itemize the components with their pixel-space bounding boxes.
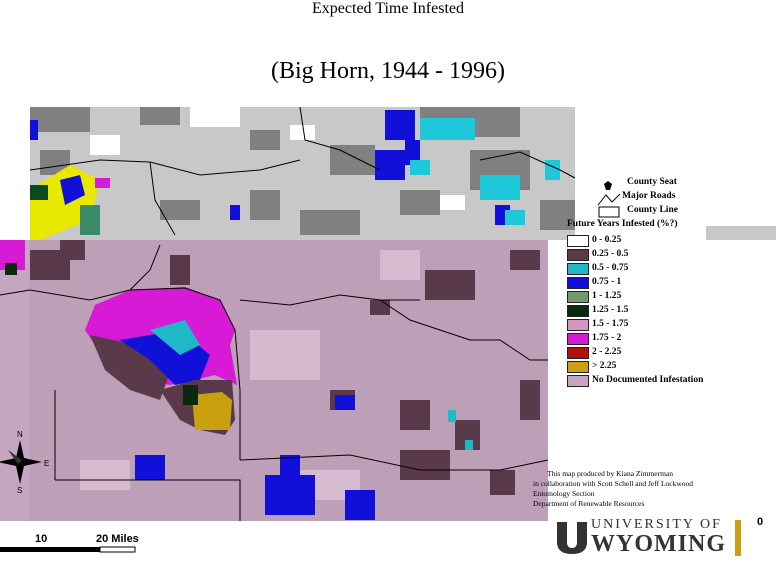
legend-swatch bbox=[567, 375, 589, 387]
legend-class-label: 0.75 - 1 bbox=[592, 277, 622, 287]
legend-class-label: 0.25 - 0.5 bbox=[592, 249, 629, 259]
university-logo: UNIVERSITY OF WYOMING bbox=[591, 517, 726, 557]
legend-swatch bbox=[567, 277, 589, 289]
scale-label: 10 bbox=[35, 533, 48, 545]
university-logo-icon bbox=[557, 522, 587, 554]
map-title: Expected Time Infested bbox=[312, 0, 464, 17]
credit-line: Entomology Section bbox=[533, 489, 595, 498]
legend-class-label: 0 - 0.25 bbox=[592, 235, 622, 245]
legend-major-roads: Major Roads bbox=[622, 191, 676, 201]
legend-swatch bbox=[567, 291, 589, 303]
legend-county-seat: County Seat bbox=[627, 177, 677, 187]
compass-n: N bbox=[17, 430, 23, 439]
legend-class-label: 2 - 2.25 bbox=[592, 347, 622, 357]
compass-e: E bbox=[44, 459, 50, 468]
university-line1: UNIVERSITY OF bbox=[591, 517, 722, 532]
legend-swatch bbox=[567, 333, 589, 345]
compass-s: S bbox=[17, 486, 23, 495]
legend-class-label: > 2.25 bbox=[592, 361, 617, 371]
legend-class-label: 1.5 - 1.75 bbox=[592, 319, 629, 329]
legend-swatch bbox=[567, 361, 589, 373]
legend-class-label: 1.75 - 2 bbox=[592, 333, 622, 343]
credit-line: This map produced by Kiana Zimmerman bbox=[547, 469, 674, 478]
map-credits: This map produced by Kiana Zimmerman in … bbox=[533, 469, 693, 509]
legend-class-label: No Documented Infestation bbox=[592, 375, 704, 385]
legend-swatch bbox=[567, 305, 589, 317]
legend-class-label: 1 - 1.25 bbox=[592, 291, 622, 301]
university-line2: WYOMING bbox=[591, 531, 726, 557]
map-subtitle: (Big Horn, 1944 - 1996) bbox=[271, 58, 505, 84]
legend-swatch bbox=[567, 319, 589, 331]
legend-county-line: County Line bbox=[627, 205, 678, 215]
legend-swatch bbox=[567, 263, 589, 275]
legend-swatch bbox=[567, 235, 589, 247]
legend-class-label: 0.5 - 0.75 bbox=[592, 263, 629, 273]
legend-swatch bbox=[567, 249, 589, 261]
credit-line: in collaboration with Scott Schell and J… bbox=[533, 479, 694, 488]
scale-label: 20 Miles bbox=[96, 533, 139, 545]
credit-line: Department of Renewable Resources bbox=[533, 499, 645, 508]
corner-value: 0 bbox=[757, 516, 764, 528]
legend-header: Future Years Infested (%?) bbox=[567, 219, 678, 229]
legend-class-label: 1.25 - 1.5 bbox=[592, 305, 629, 315]
legend-swatch bbox=[567, 347, 589, 359]
compass-rose-icon bbox=[0, 440, 42, 484]
